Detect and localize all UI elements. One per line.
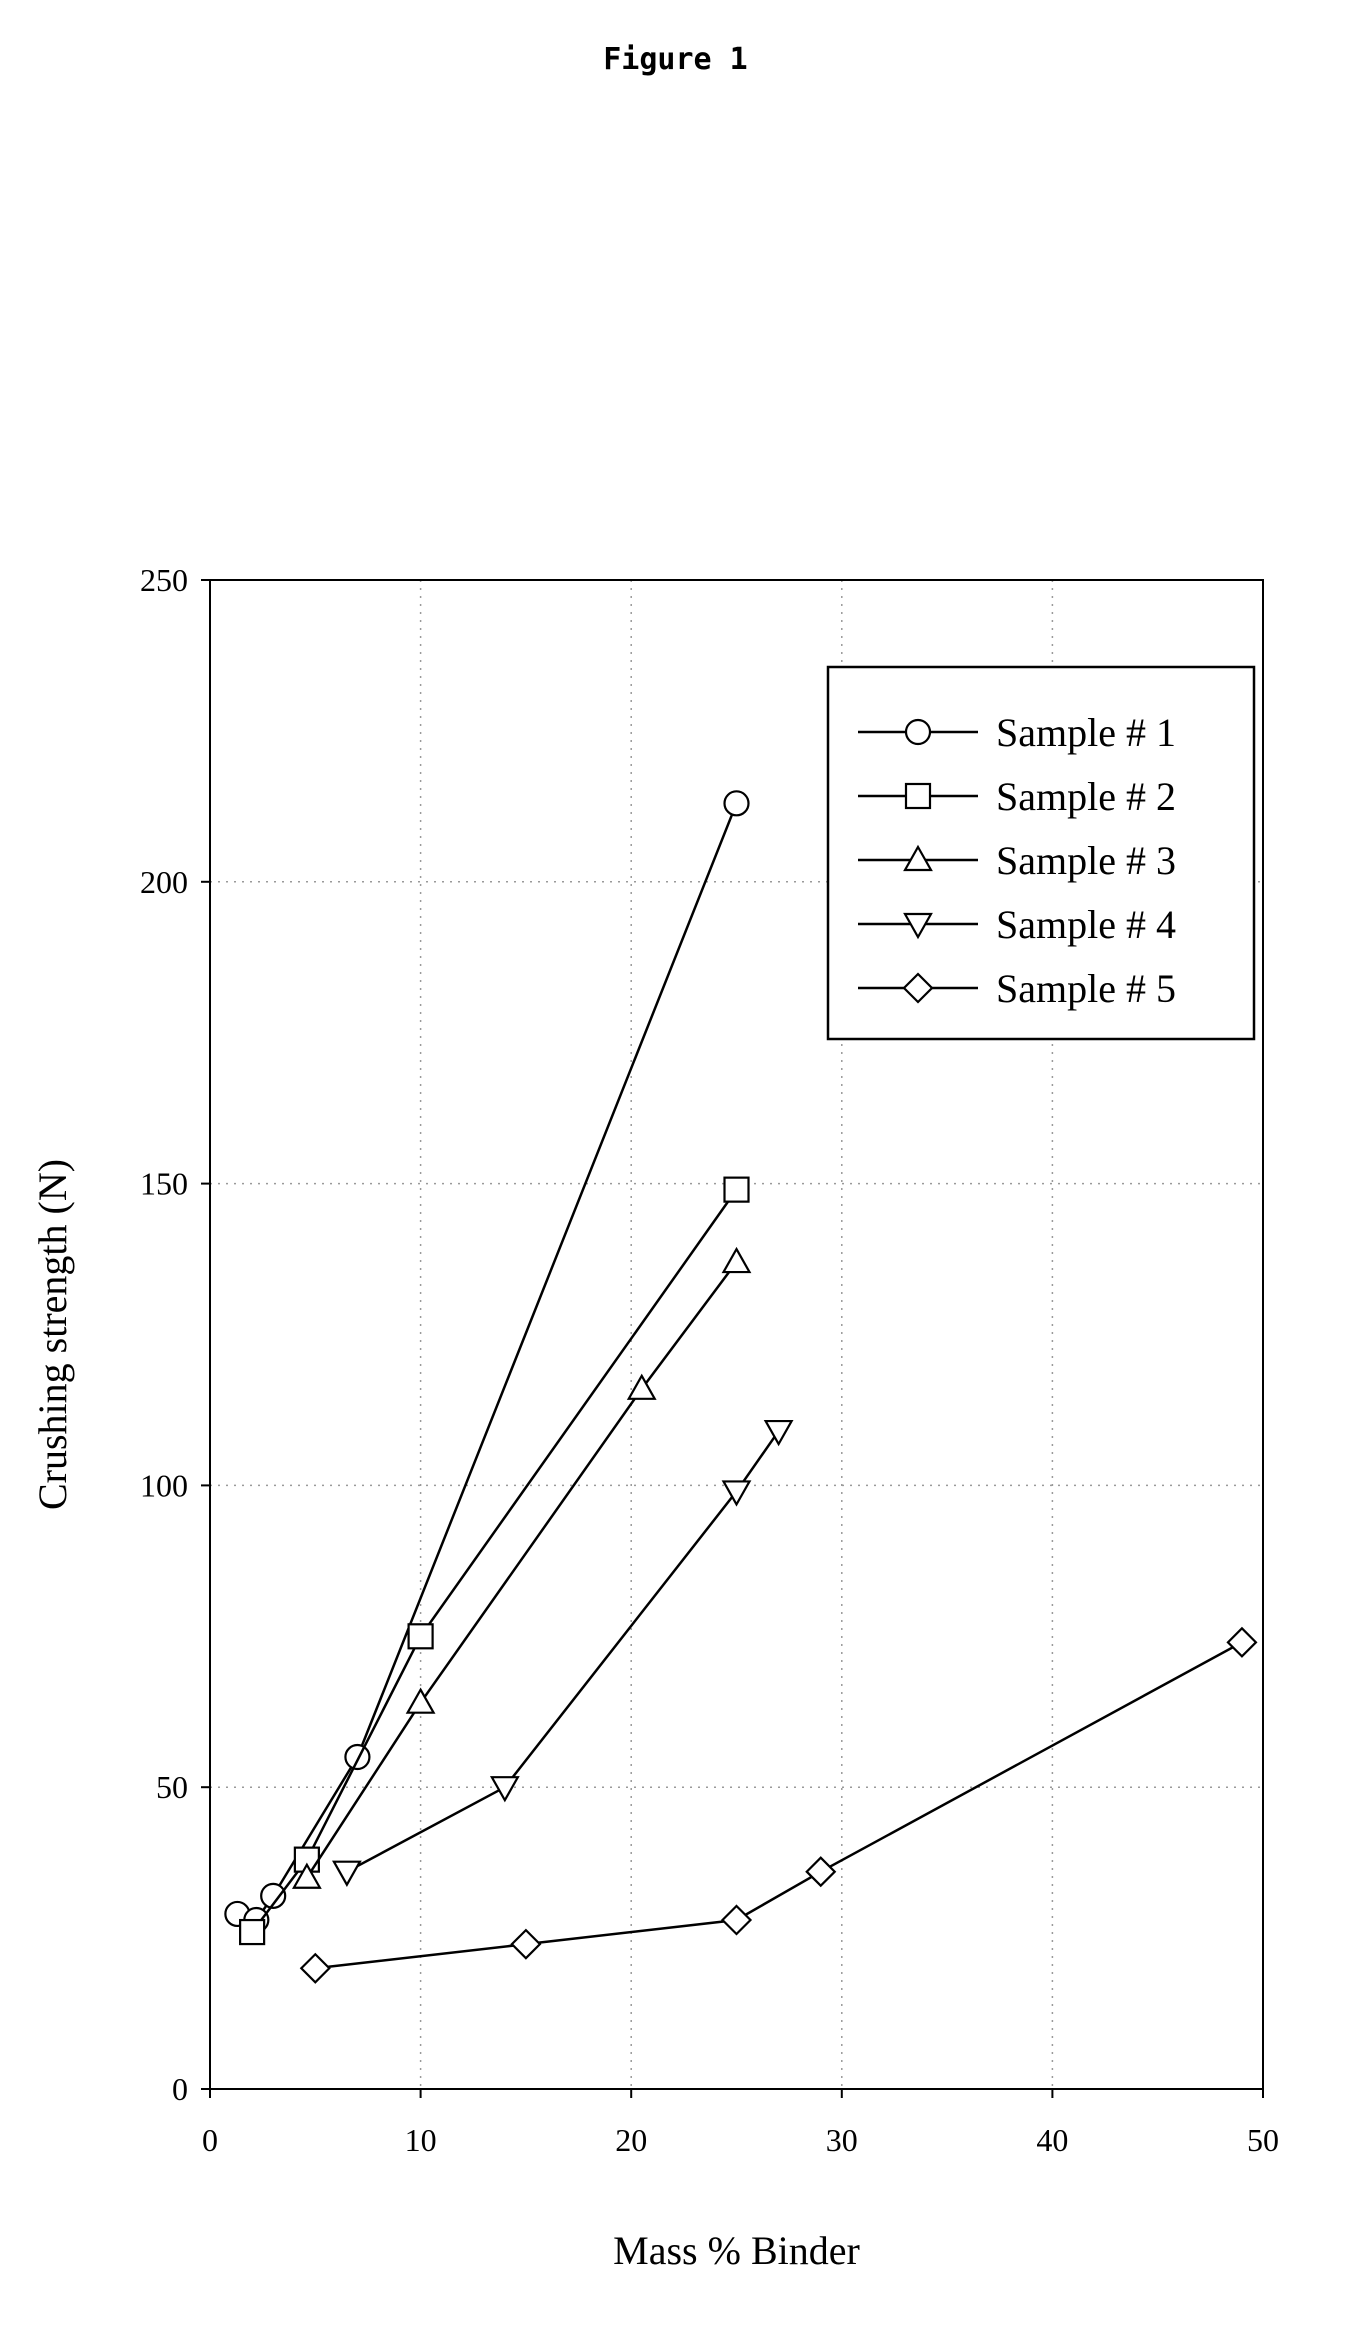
data-point-diamond bbox=[1228, 1628, 1256, 1656]
data-point-circle bbox=[345, 1745, 369, 1769]
series-line bbox=[252, 1190, 736, 1932]
series-line bbox=[307, 1262, 737, 1878]
legend-marker-square bbox=[906, 784, 930, 808]
legend-label: Sample # 2 bbox=[996, 774, 1176, 819]
x-tick-label: 10 bbox=[405, 2122, 437, 2158]
data-point-diamond bbox=[723, 1906, 751, 1934]
series-4 bbox=[334, 1421, 792, 1885]
x-tick-label: 30 bbox=[826, 2122, 858, 2158]
data-point-triangle-down bbox=[492, 1777, 518, 1800]
x-tick-label: 40 bbox=[1036, 2122, 1068, 2158]
x-axis-label: Mass % Binder bbox=[613, 2228, 860, 2273]
data-point-square bbox=[240, 1920, 264, 1944]
data-point-triangle-down bbox=[766, 1421, 792, 1444]
data-point-square bbox=[409, 1624, 433, 1648]
y-tick-label: 200 bbox=[140, 864, 188, 900]
data-point-triangle-down bbox=[334, 1862, 360, 1885]
legend-label: Sample # 3 bbox=[996, 838, 1176, 883]
data-point-triangle-up bbox=[629, 1376, 655, 1399]
series-5 bbox=[301, 1628, 1256, 1982]
y-tick-label: 150 bbox=[140, 1166, 188, 1202]
data-point-triangle-down bbox=[724, 1481, 750, 1504]
data-point-triangle-up bbox=[724, 1249, 750, 1272]
data-point-diamond bbox=[512, 1930, 540, 1958]
y-tick-label: 0 bbox=[172, 2071, 188, 2107]
series-1 bbox=[225, 791, 748, 1932]
legend: Sample # 1 Sample # 2 Sample # 3 Sample # 4… bbox=[828, 667, 1254, 1039]
y-tick-label: 100 bbox=[140, 1467, 188, 1503]
x-tick-label: 20 bbox=[615, 2122, 647, 2158]
x-tick-label: 50 bbox=[1247, 2122, 1279, 2158]
series-line bbox=[315, 1642, 1242, 1968]
data-point-diamond bbox=[301, 1954, 329, 1982]
data-point-triangle-up bbox=[408, 1690, 434, 1713]
y-axis-label: Crushing strength (N) bbox=[30, 1159, 75, 1510]
y-tick-label: 50 bbox=[156, 1769, 188, 1805]
legend-label: Sample # 4 bbox=[996, 902, 1176, 947]
series-2 bbox=[240, 1178, 748, 1944]
data-point-square bbox=[725, 1178, 749, 1202]
legend-label: Sample # 5 bbox=[996, 966, 1176, 1011]
data-point-circle bbox=[725, 791, 749, 815]
y-tick-label: 250 bbox=[140, 562, 188, 598]
data-point-diamond bbox=[807, 1858, 835, 1886]
x-tick-label: 0 bbox=[202, 2122, 218, 2158]
legend-label: Sample # 1 bbox=[996, 710, 1176, 755]
legend-marker-circle bbox=[906, 720, 930, 744]
